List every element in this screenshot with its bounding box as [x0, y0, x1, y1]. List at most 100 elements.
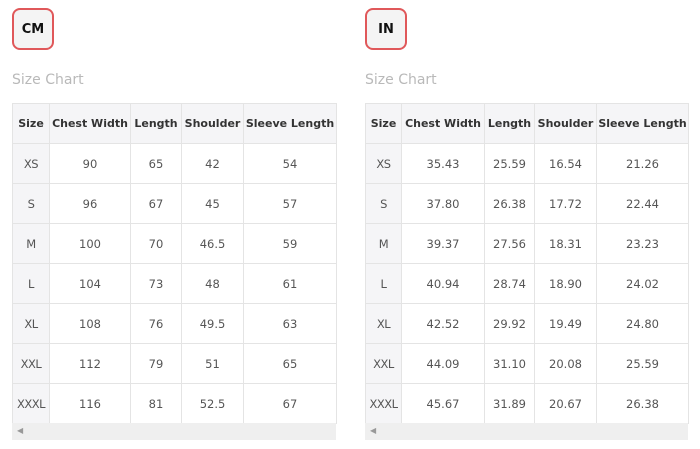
measurement-cell: 45	[181, 183, 244, 224]
measurement-cell: 65	[243, 343, 337, 384]
measurement-cell: 39.37	[401, 223, 485, 264]
measurement-cell: 104	[49, 263, 131, 304]
size-chart-title: Size Chart	[365, 72, 437, 88]
measurement-cell: 65	[130, 143, 182, 184]
measurement-cell: 45.67	[401, 383, 485, 424]
measurement-cell: 67	[130, 183, 182, 224]
measurement-cell: 23.23	[596, 223, 689, 264]
size-cell: XXL	[365, 343, 402, 384]
measurement-cell: 48	[181, 263, 244, 304]
table-row: XL 42.52 29.92 19.49 24.80	[365, 303, 689, 344]
measurement-cell: 100	[49, 223, 131, 264]
column-header: Size	[12, 103, 50, 144]
size-cell: M	[12, 223, 50, 264]
measurement-cell: 24.02	[596, 263, 689, 304]
measurement-cell: 54	[243, 143, 337, 184]
size-cell: XXL	[12, 343, 50, 384]
table-header-row: Size Chest Width Length Shoulder Sleeve Leng…	[365, 103, 689, 144]
size-cell: S	[12, 183, 50, 224]
measurement-cell: 40.94	[401, 263, 485, 304]
in-size-table: Size Chest Width Length Shoulder Sleeve Leng…	[365, 103, 689, 424]
size-cell: XXXL	[12, 383, 50, 424]
measurement-cell: 44.09	[401, 343, 485, 384]
measurement-cell: 73	[130, 263, 182, 304]
measurement-cell: 31.10	[484, 343, 535, 384]
measurement-cell: 59	[243, 223, 337, 264]
size-cell: XS	[365, 143, 402, 184]
measurement-cell: 90	[49, 143, 131, 184]
size-chart-title: Size Chart	[12, 72, 84, 88]
size-cell: L	[365, 263, 402, 304]
measurement-cell: 79	[130, 343, 182, 384]
measurement-cell: 31.89	[484, 383, 535, 424]
measurement-cell: 67	[243, 383, 337, 424]
measurement-cell: 26.38	[484, 183, 535, 224]
measurement-cell: 20.08	[534, 343, 597, 384]
measurement-cell: 29.92	[484, 303, 535, 344]
column-header: Chest Width	[401, 103, 485, 144]
measurement-cell: 51	[181, 343, 244, 384]
horizontal-scrollbar[interactable]: ◀	[12, 423, 336, 440]
table-row: XXXL 45.67 31.89 20.67 26.38	[365, 383, 689, 424]
table-row: M 39.37 27.56 18.31 23.23	[365, 223, 689, 264]
table-row: XS 90 65 42 54	[12, 143, 337, 184]
measurement-cell: 112	[49, 343, 131, 384]
table-row: XXXL 116 81 52.5 67	[12, 383, 337, 424]
measurement-cell: 28.74	[484, 263, 535, 304]
table-row: L 104 73 48 61	[12, 263, 337, 304]
column-header: Sleeve Length	[596, 103, 689, 144]
measurement-cell: 24.80	[596, 303, 689, 344]
scroll-left-arrow-icon[interactable]: ◀	[370, 426, 377, 435]
column-header: Shoulder	[534, 103, 597, 144]
measurement-cell: 70	[130, 223, 182, 264]
measurement-cell: 116	[49, 383, 131, 424]
measurement-cell: 37.80	[401, 183, 485, 224]
size-cell: S	[365, 183, 402, 224]
table-row: XXL 112 79 51 65	[12, 343, 337, 384]
measurement-cell: 18.90	[534, 263, 597, 304]
column-header: Length	[484, 103, 535, 144]
column-header: Shoulder	[181, 103, 244, 144]
table-row: XL 108 76 49.5 63	[12, 303, 337, 344]
cm-size-table: Size Chest Width Length Shoulder Sleeve Leng…	[12, 103, 337, 424]
measurement-cell: 42	[181, 143, 244, 184]
measurement-cell: 108	[49, 303, 131, 344]
measurement-cell: 42.52	[401, 303, 485, 344]
measurement-cell: 22.44	[596, 183, 689, 224]
table-row: S 37.80 26.38 17.72 22.44	[365, 183, 689, 224]
measurement-cell: 81	[130, 383, 182, 424]
measurement-cell: 35.43	[401, 143, 485, 184]
cm-unit-button[interactable]: CM	[12, 8, 54, 50]
size-cell: XL	[365, 303, 402, 344]
size-cell: M	[365, 223, 402, 264]
measurement-cell: 76	[130, 303, 182, 344]
measurement-cell: 17.72	[534, 183, 597, 224]
measurement-cell: 61	[243, 263, 337, 304]
in-unit-button[interactable]: IN	[365, 8, 407, 50]
table-row: L 40.94 28.74 18.90 24.02	[365, 263, 689, 304]
measurement-cell: 16.54	[534, 143, 597, 184]
table-row: XXL 44.09 31.10 20.08 25.59	[365, 343, 689, 384]
measurement-cell: 18.31	[534, 223, 597, 264]
column-header: Chest Width	[49, 103, 131, 144]
measurement-cell: 52.5	[181, 383, 244, 424]
measurement-cell: 21.26	[596, 143, 689, 184]
table-row: S 96 67 45 57	[12, 183, 337, 224]
column-header: Sleeve Length	[243, 103, 337, 144]
table-row: XS 35.43 25.59 16.54 21.26	[365, 143, 689, 184]
measurement-cell: 19.49	[534, 303, 597, 344]
measurement-cell: 25.59	[596, 343, 689, 384]
measurement-cell: 25.59	[484, 143, 535, 184]
scroll-left-arrow-icon[interactable]: ◀	[17, 426, 24, 435]
size-cell: L	[12, 263, 50, 304]
column-header: Size	[365, 103, 402, 144]
size-cell: XL	[12, 303, 50, 344]
measurement-cell: 57	[243, 183, 337, 224]
measurement-cell: 63	[243, 303, 337, 344]
measurement-cell: 49.5	[181, 303, 244, 344]
measurement-cell: 20.67	[534, 383, 597, 424]
column-header: Length	[130, 103, 182, 144]
horizontal-scrollbar[interactable]: ◀	[365, 423, 688, 440]
table-header-row: Size Chest Width Length Shoulder Sleeve Leng…	[12, 103, 337, 144]
measurement-cell: 26.38	[596, 383, 689, 424]
